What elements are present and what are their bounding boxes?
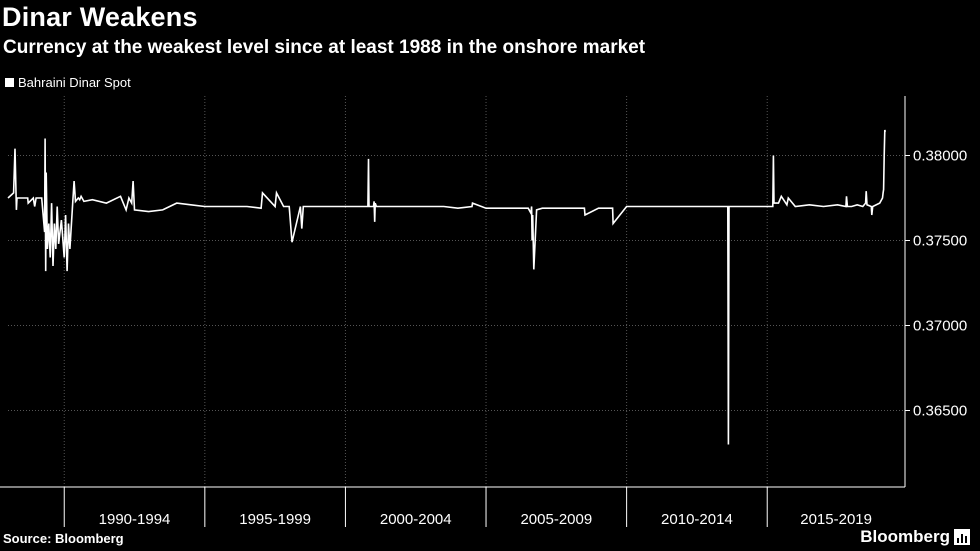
chart-subtitle: Currency at the weakest level since at l…	[3, 37, 646, 58]
y-tick-label: 0.36500	[913, 403, 967, 420]
legend-label: Bahraini Dinar Spot	[18, 75, 131, 90]
x-tick-label: 1995-1999	[239, 511, 311, 528]
legend-swatch	[5, 78, 14, 87]
x-tick-label: 2015-2019	[800, 511, 872, 528]
bloomberg-logo-icon	[954, 529, 970, 545]
source-note: Source: Bloomberg	[3, 531, 124, 546]
series-line-bahraini-dinar-spot	[7, 129, 887, 445]
y-tick-label: 0.37500	[913, 233, 967, 250]
brand-logo-text: Bloomberg	[860, 527, 950, 546]
y-tick-label: 0.37000	[913, 318, 967, 335]
x-tick-label: 1990-1994	[99, 511, 171, 528]
legend: Bahraini Dinar Spot	[5, 75, 131, 90]
x-tick-label: 2005-2009	[520, 511, 592, 528]
x-tick-label: 2000-2004	[380, 511, 452, 528]
x-tick-label: 2010-2014	[661, 511, 733, 528]
y-tick-label: 0.38000	[913, 148, 967, 165]
chart-title: Dinar Weakens	[2, 2, 198, 32]
